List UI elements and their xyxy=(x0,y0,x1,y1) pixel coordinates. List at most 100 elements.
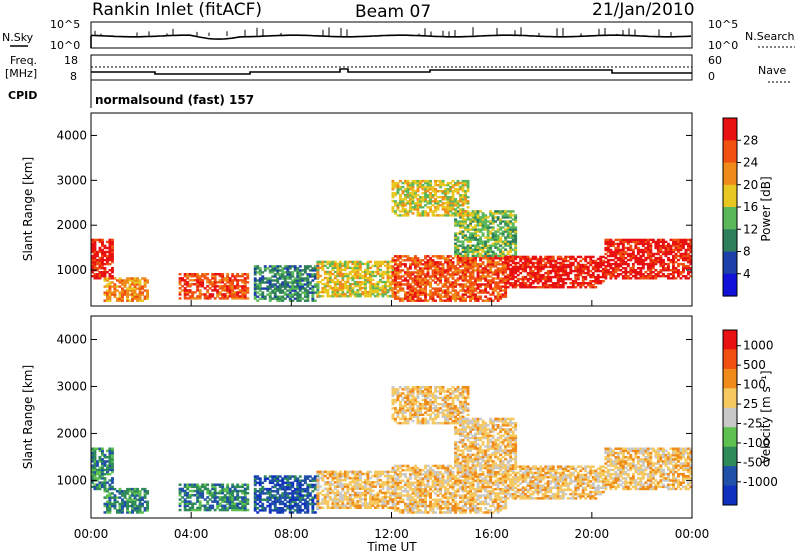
power-cell xyxy=(178,277,182,280)
nsky-frame xyxy=(90,21,693,49)
power-cell xyxy=(461,254,465,257)
power-cell xyxy=(674,267,678,270)
power-cell xyxy=(629,254,633,258)
velocity-cell xyxy=(276,475,280,478)
power-cell xyxy=(659,269,663,272)
power-cell xyxy=(524,269,528,273)
power-cell xyxy=(501,232,505,235)
power-cell xyxy=(268,271,272,274)
velocity-cell xyxy=(311,504,315,508)
power-cell xyxy=(389,274,392,278)
power-cell xyxy=(228,283,232,286)
power-cell xyxy=(441,190,445,193)
velocity-cell xyxy=(91,472,94,476)
power-cell xyxy=(471,220,475,223)
power-cell xyxy=(476,218,480,221)
power-cell xyxy=(511,224,515,227)
power-cell xyxy=(484,267,488,270)
power-cell xyxy=(396,269,400,272)
power-cell xyxy=(516,277,520,281)
velocity-cell xyxy=(136,498,139,501)
power-cell xyxy=(434,271,437,274)
power-cell xyxy=(236,297,240,300)
velocity-cell xyxy=(343,495,347,499)
power-cell xyxy=(376,286,380,290)
velocity-cell xyxy=(211,491,215,495)
velocity-cell xyxy=(101,464,104,467)
power-cell xyxy=(353,260,357,264)
power-cell xyxy=(198,281,202,284)
power-cell xyxy=(474,250,477,253)
power-cell xyxy=(621,275,625,278)
power-cell xyxy=(466,190,470,193)
power-cell xyxy=(636,250,640,254)
power-cell xyxy=(464,285,467,288)
power-cell xyxy=(514,216,518,219)
power-cell xyxy=(496,263,500,266)
power-cell xyxy=(358,286,362,290)
power-cell xyxy=(346,284,350,288)
velocity-cell xyxy=(208,506,212,510)
power-cell xyxy=(446,188,450,191)
power-cell xyxy=(291,279,295,282)
velocity-cell xyxy=(233,487,237,491)
velocity-cell xyxy=(141,487,144,491)
power-cell xyxy=(662,240,665,244)
power-cell xyxy=(677,248,680,252)
power-cell xyxy=(409,271,412,274)
power-cell xyxy=(489,236,493,239)
power-cell xyxy=(459,297,462,300)
power-cell xyxy=(574,257,578,261)
power-cell xyxy=(672,277,675,280)
power-cell xyxy=(674,254,678,258)
power-cell xyxy=(511,230,515,233)
power-cell xyxy=(464,198,467,201)
power-cell xyxy=(624,262,628,266)
velocity-cell xyxy=(286,507,290,510)
velocity-cell xyxy=(283,498,287,501)
power-cell xyxy=(353,272,357,276)
power-cell xyxy=(364,268,367,272)
power-cell xyxy=(323,284,327,288)
power-cell xyxy=(486,271,490,274)
power-cell xyxy=(461,224,465,227)
power-cell xyxy=(404,295,407,298)
power-cell xyxy=(569,277,573,281)
power-cell xyxy=(253,277,257,280)
velocity-cell xyxy=(303,507,307,510)
power-cell xyxy=(494,289,498,292)
power-cell xyxy=(634,256,638,260)
power-cell xyxy=(489,265,493,268)
power-cell xyxy=(429,259,432,262)
power-cell xyxy=(416,273,420,276)
power-cell xyxy=(461,289,465,292)
power-cell xyxy=(504,295,508,298)
power-cell xyxy=(626,262,630,266)
power-cell xyxy=(106,285,109,288)
velocity-cell xyxy=(98,477,102,480)
power-cell xyxy=(589,273,593,277)
velocity-cell xyxy=(243,506,247,510)
power-cell xyxy=(416,200,420,203)
velocity-cell xyxy=(131,502,134,506)
power-cell xyxy=(564,271,568,275)
power-cell xyxy=(491,273,495,276)
power-cell xyxy=(98,264,102,268)
power-cell xyxy=(456,250,460,253)
velocity-cell xyxy=(183,494,187,497)
power-cell xyxy=(399,214,402,217)
power-cell xyxy=(494,212,498,215)
power-cell xyxy=(521,269,525,273)
velocity-cell xyxy=(286,496,290,499)
velocity-cell xyxy=(133,500,137,504)
power-cell xyxy=(391,267,395,270)
power-cell xyxy=(343,274,347,278)
velocity-cell xyxy=(111,447,114,450)
velocity-cell xyxy=(208,508,212,512)
power-cell xyxy=(466,271,470,274)
power-cell xyxy=(426,206,430,209)
power-cell xyxy=(389,284,392,288)
power-cell xyxy=(441,257,445,260)
power-cell xyxy=(501,216,505,219)
power-cell xyxy=(293,281,297,284)
